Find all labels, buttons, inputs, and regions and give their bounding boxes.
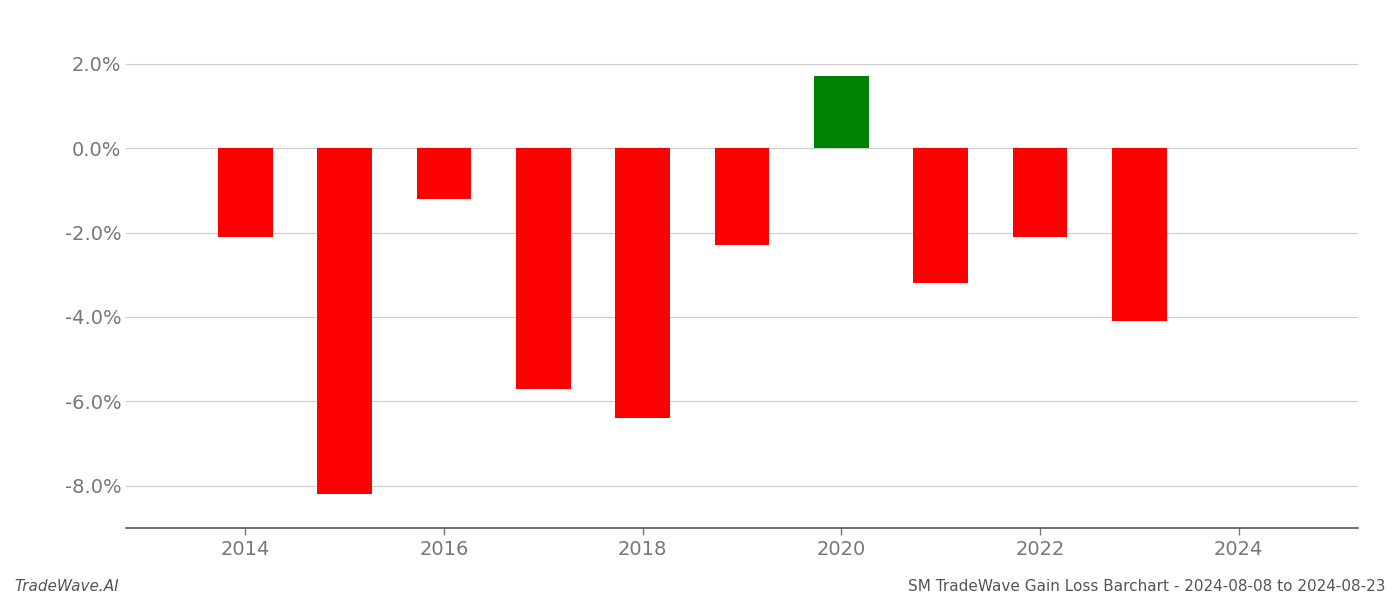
Bar [218,148,273,237]
Text: TradeWave.AI: TradeWave.AI [14,579,119,594]
Bar [1112,148,1166,321]
Bar [813,76,868,148]
Bar [1012,148,1067,237]
Bar [318,148,372,494]
Text: SM TradeWave Gain Loss Barchart - 2024-08-08 to 2024-08-23: SM TradeWave Gain Loss Barchart - 2024-0… [909,579,1386,594]
Bar [616,148,671,418]
Bar [417,148,472,199]
Bar [913,148,967,283]
Bar [714,148,770,245]
Bar [517,148,571,389]
